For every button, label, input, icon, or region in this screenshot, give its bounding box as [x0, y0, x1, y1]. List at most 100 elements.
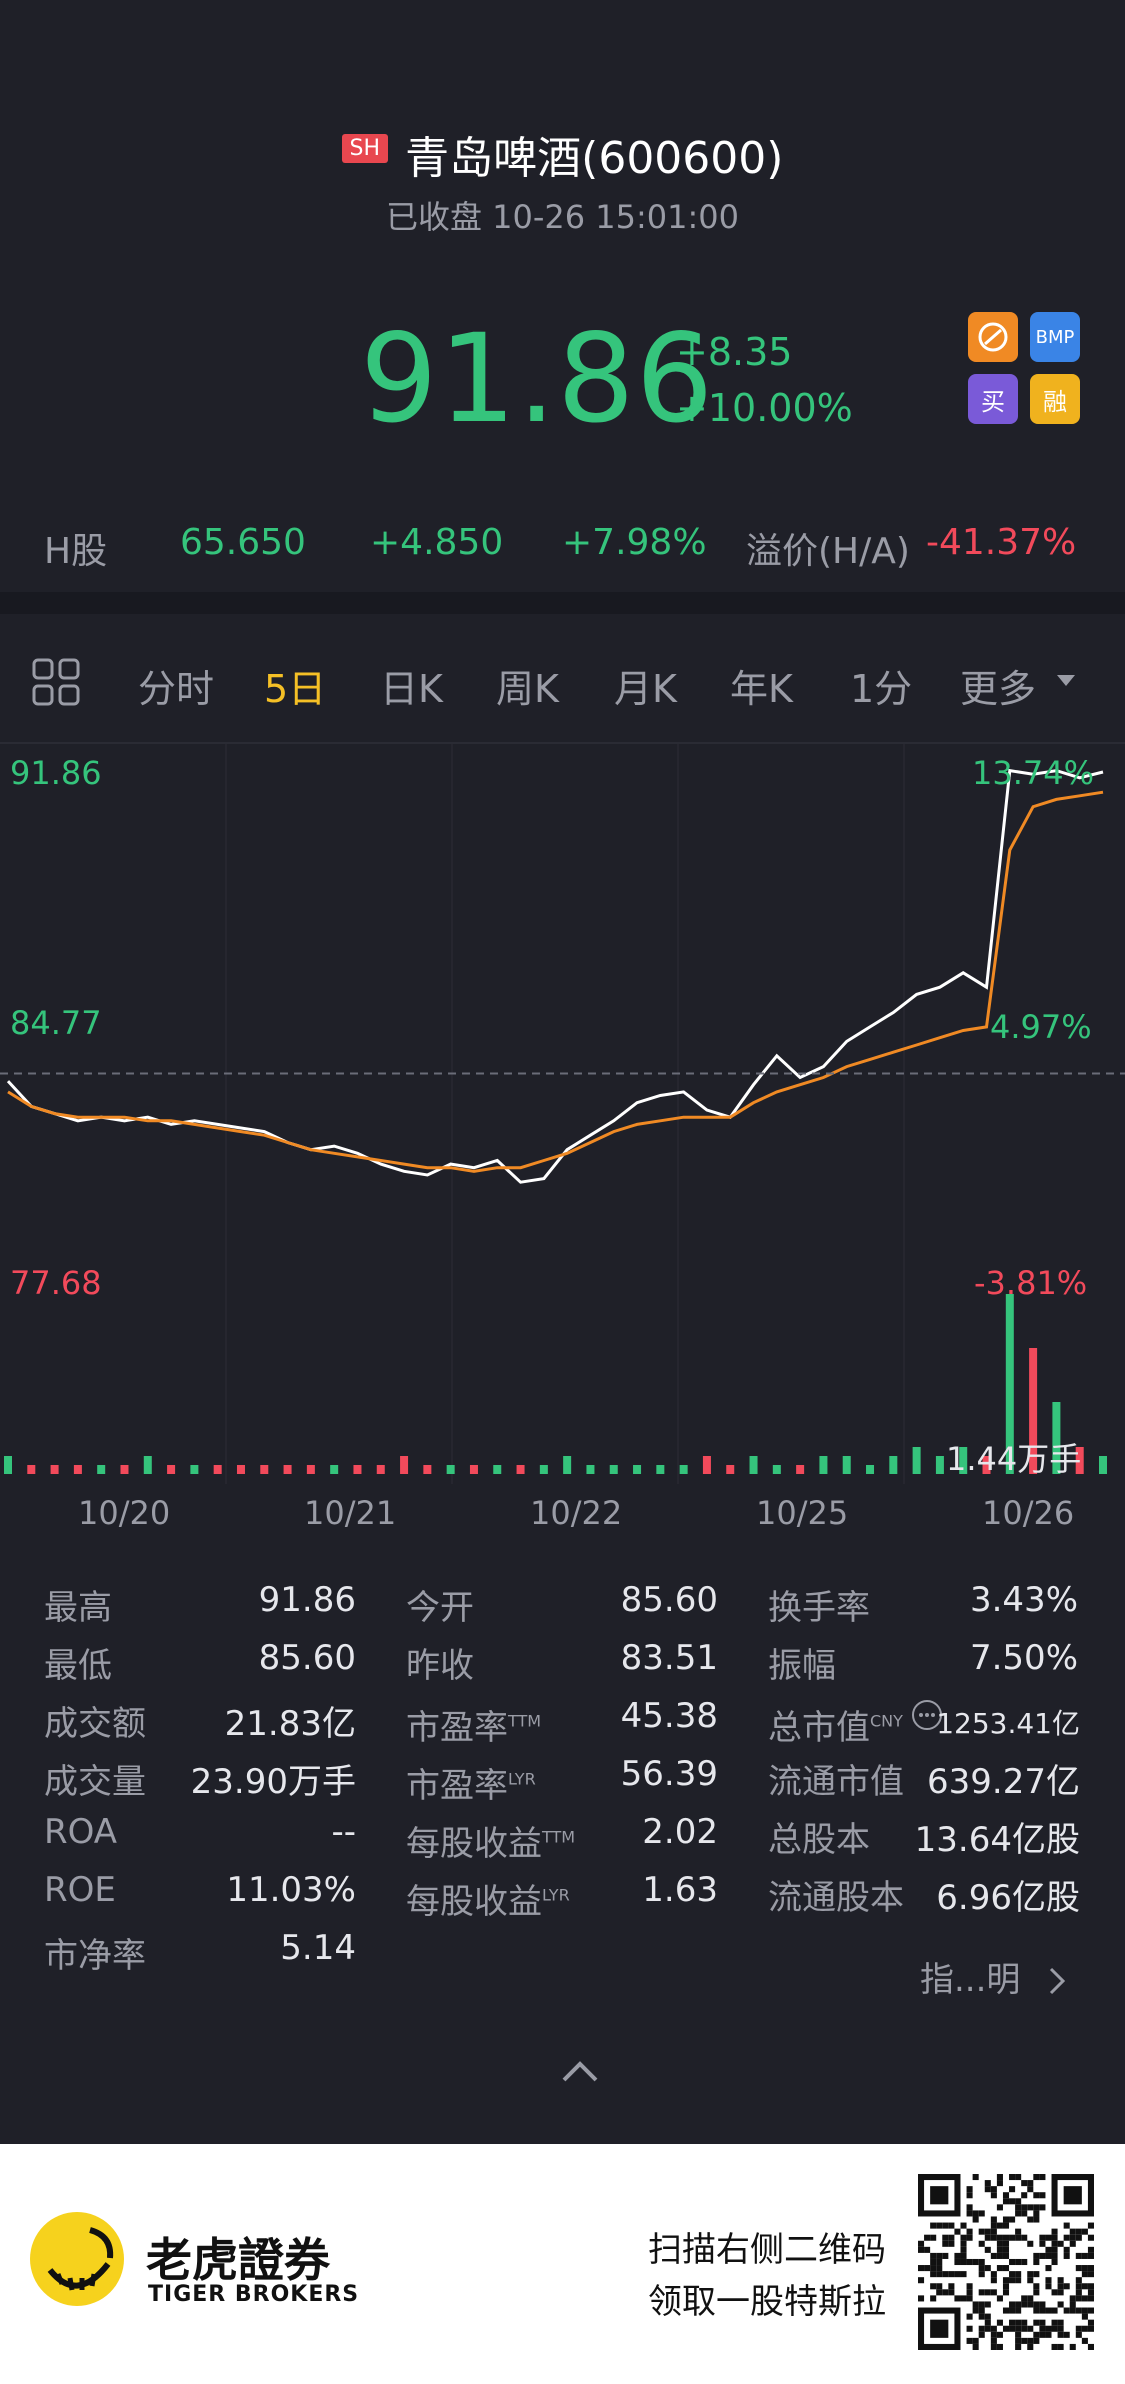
stat-label: 今开 — [406, 1588, 474, 1628]
tab-yearly-k[interactable]: 年K — [730, 667, 793, 711]
period-tabs: 分时 5日 日K 周K 月K 年K 1分 更多 — [0, 640, 1125, 730]
more-icon[interactable] — [910, 1698, 944, 1732]
price-change: +8.35 — [676, 330, 793, 374]
volume-bar — [586, 1465, 595, 1474]
stat-value: 91.86 — [258, 1580, 356, 1620]
volume-bar — [935, 1456, 944, 1474]
volume-bar — [516, 1465, 525, 1474]
volume-bar — [50, 1465, 59, 1474]
indicator-explanation-link[interactable]: 指...明 — [920, 1952, 1066, 2001]
x-label: 10/26 — [982, 1494, 1075, 1532]
volume-series — [4, 1294, 1107, 1474]
stat-value: 23.90万手 — [190, 1762, 356, 1802]
chart-canvas — [0, 744, 1125, 1484]
volume-bar — [167, 1465, 176, 1474]
volume-bar — [1052, 1402, 1061, 1474]
y-right-mid: 4.97% — [990, 1008, 1092, 1046]
stat-value: -- — [331, 1812, 356, 1852]
stat-label: 成交额 — [44, 1704, 146, 1744]
stat-value: 56.39 — [620, 1754, 718, 1794]
chevron-up-icon[interactable] — [562, 2060, 598, 2082]
x-label: 10/25 — [756, 1494, 849, 1532]
buy-badge[interactable]: 买 — [968, 374, 1018, 424]
volume-bar — [563, 1456, 572, 1474]
grid-icon[interactable] — [32, 658, 82, 708]
exchange-badge: SH — [341, 133, 389, 163]
x-label: 10/20 — [78, 1494, 171, 1532]
stat-label: 每股收益TTM — [406, 1824, 576, 1864]
volume-bar — [330, 1465, 339, 1474]
volume-bar — [679, 1465, 688, 1474]
tab-1min[interactable]: 1分 — [850, 667, 913, 711]
stat-value: 3.43% — [969, 1580, 1078, 1620]
h-share-price: 65.650 — [180, 522, 306, 563]
qr-code-icon[interactable] — [918, 2174, 1094, 2350]
volume-bar — [27, 1465, 36, 1474]
tab-5day[interactable]: 5日 — [264, 667, 327, 711]
y-left-mid: 84.77 — [10, 1004, 102, 1042]
stat-label: ROE — [44, 1870, 116, 1910]
stat-value: 83.51 — [620, 1638, 718, 1678]
volume-bar — [1099, 1456, 1107, 1474]
volume-bar — [306, 1465, 315, 1474]
brand-name-en: TIGER BROKERS — [148, 2282, 360, 2307]
tab-monthly-k[interactable]: 月K — [614, 667, 677, 711]
volume-bar — [749, 1456, 758, 1474]
stat-label: 振幅 — [768, 1646, 836, 1686]
volume-bar — [959, 1447, 968, 1474]
tab-weekly-k[interactable]: 周K — [496, 667, 559, 711]
stat-label: 每股收益LYR — [406, 1882, 570, 1922]
volume-bar — [702, 1456, 711, 1474]
volume-bar — [1075, 1447, 1084, 1474]
stat-label: 流通市值 — [768, 1762, 904, 1802]
brand-name-cn: 老虎證券 — [146, 2233, 330, 2287]
tiger-logo-icon — [30, 2212, 124, 2306]
tab-intraday[interactable]: 分时 — [138, 667, 215, 711]
tab-daily-k[interactable]: 日K — [380, 667, 443, 711]
section-divider — [0, 592, 1125, 614]
promo-footer: 老虎證券 TIGER BROKERS 扫描右侧二维码 领取一股特斯拉 — [0, 2144, 1125, 2384]
h-share-row[interactable]: H股 65.650 +4.850 +7.98% 溢价(H/A) -41.37% — [0, 522, 1125, 582]
h-share-change: +4.850 — [370, 522, 504, 563]
stat-value: 1253.41亿 — [936, 1707, 1080, 1740]
title-row: SH 青岛啤酒(600600) — [0, 122, 1125, 186]
volume-bar — [4, 1456, 12, 1474]
stat-label: 流通股本 — [768, 1878, 904, 1918]
volume-bar — [143, 1456, 152, 1474]
tab-more[interactable]: 更多 — [960, 667, 1037, 711]
stat-value: 7.50% — [969, 1638, 1078, 1678]
stat-label: 最低 — [44, 1646, 112, 1686]
volume-bar — [819, 1456, 828, 1474]
stat-label: 换手率 — [768, 1588, 870, 1628]
volume-bar — [400, 1456, 409, 1474]
connect-badge-icon[interactable] — [968, 312, 1018, 362]
y-right-bottom: -3.81% — [974, 1264, 1088, 1302]
stat-label: 市盈率LYR — [406, 1766, 536, 1806]
volume-bar — [982, 1456, 991, 1474]
margin-badge[interactable]: 融 — [1030, 374, 1080, 424]
volume-bar — [1029, 1348, 1038, 1474]
promo-line-2: 领取一股特斯拉 — [648, 2282, 886, 2322]
price-chart[interactable]: 91.86 84.77 77.68 13.74% 4.97% -3.81% 1.… — [0, 744, 1125, 1564]
volume-bar — [796, 1465, 805, 1474]
bmp-badge[interactable]: BMP — [1030, 312, 1080, 362]
promo-line-1: 扫描右侧二维码 — [648, 2230, 886, 2270]
volume-bar — [236, 1465, 245, 1474]
volume-bar — [260, 1465, 269, 1474]
h-share-change-pct: +7.98% — [562, 522, 707, 563]
y-left-bottom: 77.68 — [10, 1264, 102, 1302]
indicator-link-label: 指...明 — [920, 1960, 1021, 2000]
stat-value: 13.64亿股 — [914, 1820, 1080, 1860]
volume-bar — [609, 1465, 618, 1474]
stat-label: 成交量 — [44, 1762, 146, 1802]
stat-label: 总股本 — [768, 1820, 870, 1860]
volume-bar — [376, 1465, 385, 1474]
volume-bar — [97, 1465, 106, 1474]
stat-value: 21.83亿 — [224, 1704, 356, 1744]
volume-bar — [190, 1465, 199, 1474]
volume-bar — [213, 1465, 222, 1474]
chevron-down-icon[interactable] — [1056, 674, 1076, 688]
volume-bar — [120, 1465, 129, 1474]
stat-value: 639.27亿 — [927, 1762, 1080, 1802]
premium-label: 溢价(H/A) — [746, 531, 910, 572]
